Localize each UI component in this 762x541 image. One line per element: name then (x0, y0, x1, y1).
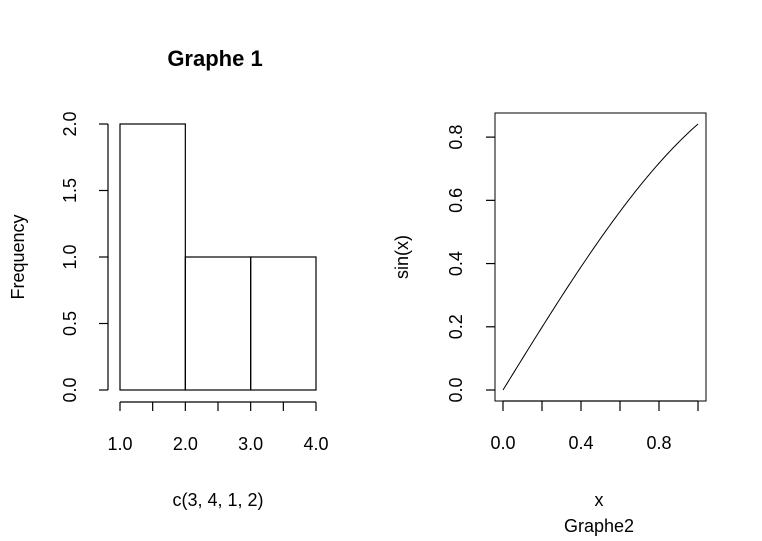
histogram-y-axis-label: Frequency (8, 214, 28, 299)
sine-plot-box (494, 112, 707, 402)
histogram-y-tick-label-3: 1.5 (60, 178, 80, 203)
histogram-x-axis: 1.0 2.0 3.0 4.0 (107, 401, 329, 454)
sine-y-tick-label-1: 0.2 (446, 314, 466, 339)
histogram-x-tick-label-0: 1.0 (107, 434, 132, 454)
sine-y-tick-label-2: 0.4 (446, 251, 466, 276)
histogram-y-tick-label-0: 0.0 (60, 377, 80, 402)
histogram-y-tick-label-2: 1.0 (60, 244, 80, 269)
histogram-x-axis-label: c(3, 4, 1, 2) (172, 490, 263, 510)
sine-x-tick-label-0: 0.0 (490, 433, 515, 453)
histogram-x-tick-label-2: 3.0 (238, 434, 263, 454)
sine-panel: x Graphe2 sin(x) 0.0 0.4 0.8 0.00.20.40.60… (392, 112, 707, 536)
sine-y-axis-label: sin(x) (392, 235, 412, 279)
sine-y-tick-label-4: 0.8 (446, 125, 466, 150)
histogram-x-tick-label-1: 2.0 (173, 434, 198, 454)
histogram-y-tick-label-4: 2.0 (60, 111, 80, 136)
sine-x-axis-label: x (595, 490, 604, 510)
sine-y-axis: 0.0 0.2 0.4 0.6 0.8 (446, 125, 495, 403)
histogram-bar-3 (250, 256, 317, 391)
histogram-x-tick-label-3: 4.0 (303, 434, 328, 454)
sine-y-tick-label-3: 0.6 (446, 188, 466, 213)
histogram-panel: Graphe 1 c(3, 4, 1, 2) Frequency 1.0 2.0 3… (8, 46, 329, 510)
histogram-y-tick-label-1: 0.5 (60, 311, 80, 336)
histogram-bar-1 (119, 123, 186, 391)
sine-x-axis: 0.0 0.4 0.8 (490, 400, 699, 453)
sine-sublabel: Graphe2 (564, 516, 634, 536)
sine-y-tick-label-0: 0.0 (446, 377, 466, 402)
histogram-y-axis: 0.0 0.5 1.0 1.5 2.0 (60, 111, 109, 403)
sine-x-tick-label-2: 0.8 (646, 433, 671, 453)
sine-x-tick-label-1: 0.4 (568, 433, 593, 453)
histogram-bar-2 (184, 256, 252, 391)
histogram-bars (119, 123, 317, 391)
histogram-title: Graphe 1 (167, 46, 262, 71)
sine-series-line (502, 123, 699, 391)
